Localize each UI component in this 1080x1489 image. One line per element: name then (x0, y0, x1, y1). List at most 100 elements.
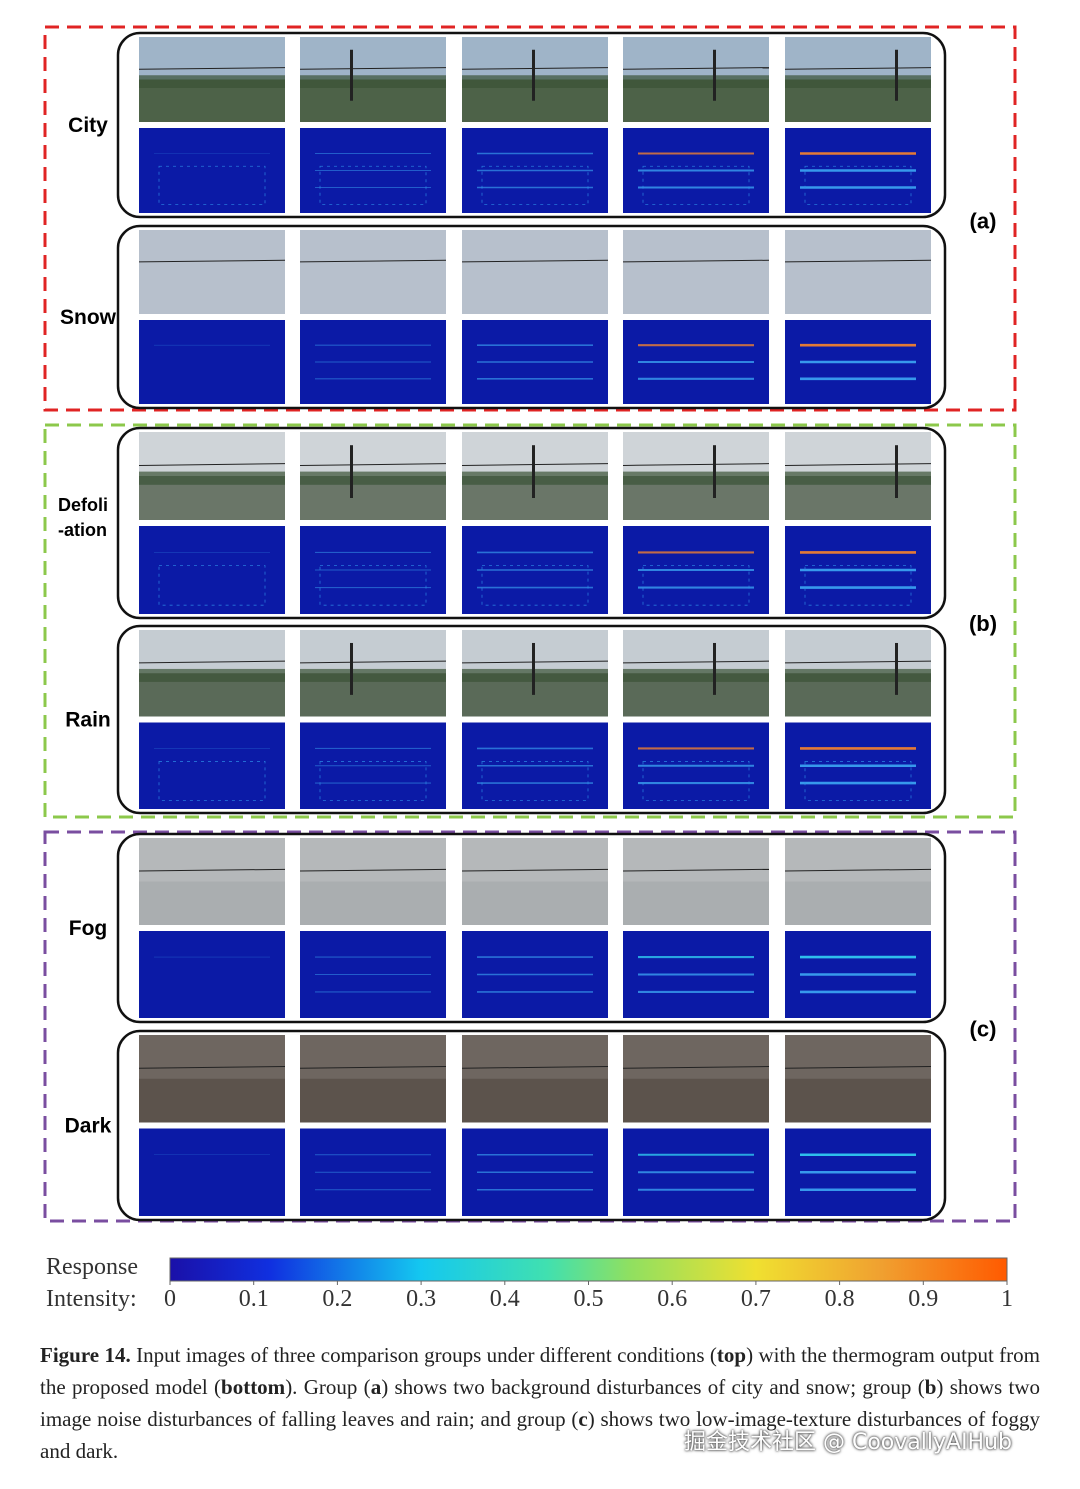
row-box (116, 426, 947, 620)
caption-text: ) with the thermogram output from the pr… (40, 1343, 1040, 1399)
row-box (116, 1029, 947, 1222)
thermogram-edges (319, 565, 427, 606)
colorbar-tick-label: 0.6 (657, 1286, 687, 1312)
caption-text: top (716, 1343, 747, 1367)
colorbar-tick-label: 0.7 (741, 1286, 771, 1312)
photo-wire (138, 67, 286, 70)
photo-ground (785, 272, 931, 314)
photo-pole (350, 642, 353, 695)
photo-wire (784, 259, 932, 263)
photo-trees (785, 75, 931, 88)
photo-wire (299, 463, 447, 466)
thermogram-edges (481, 761, 589, 801)
row-box (116, 224, 947, 410)
photo-trees (139, 668, 285, 682)
thermogram-edges (804, 761, 912, 801)
photo-ground (785, 881, 931, 925)
photo-wire (622, 660, 770, 664)
photo-trees (300, 75, 446, 88)
thermogram (139, 722, 285, 809)
photo-ground (623, 272, 769, 314)
thermogram-edges (642, 565, 750, 606)
thermogram-edges (158, 761, 266, 801)
photo-wire (784, 67, 932, 70)
caption-text: ) shows two low-image-texture disturbanc… (40, 1407, 1041, 1463)
thermogram (139, 526, 285, 614)
photo-ground (139, 881, 285, 925)
photo-ground (623, 881, 769, 925)
thermogram-edges (481, 165, 589, 205)
row-label: Fog (69, 917, 107, 940)
photo-wire (784, 463, 932, 466)
caption-text: Input images of three comparison groups … (130, 1343, 717, 1367)
photo-pole (895, 49, 898, 101)
thermogram-edges (319, 761, 427, 801)
photo-pole (532, 49, 535, 101)
photo-wire (622, 868, 770, 872)
group-label: (a) (970, 209, 997, 234)
row-label: City (68, 114, 108, 137)
thermogram-edges (158, 565, 266, 606)
colorbar-tick-label: 0.5 (574, 1286, 604, 1312)
caption-text: b (924, 1375, 937, 1399)
row-box (116, 31, 947, 219)
photo-trees (300, 668, 446, 682)
colorbar-tick-label: 0.8 (825, 1286, 855, 1312)
photo-ground (300, 272, 446, 314)
colorbar-tick-label: 0.3 (406, 1286, 436, 1312)
photo-trees (139, 75, 285, 88)
photo-ground (462, 272, 608, 314)
group-box (43, 25, 1017, 412)
photo-wire (784, 660, 932, 664)
photo-wire (138, 868, 286, 872)
photo-wire (138, 463, 286, 466)
caption-text: ). Group ( (285, 1375, 371, 1399)
photo-wire (299, 1066, 447, 1069)
colorbar-tick-label: 0.9 (908, 1286, 938, 1312)
row-label: Dark (65, 1115, 112, 1138)
group-box (43, 830, 1017, 1223)
row-label: Snow (60, 306, 117, 329)
thermogram-edges (804, 565, 912, 606)
photo-ground (300, 1078, 446, 1123)
photo-wire (784, 1066, 932, 1069)
photo-wire (299, 67, 447, 70)
photo-trees (139, 471, 285, 485)
photo-pole (713, 642, 716, 695)
caption-text: a (370, 1375, 382, 1399)
row-label: Defoli -ation (58, 495, 108, 540)
colorbar-tick-label: 0.2 (322, 1286, 352, 1312)
photo-wire (461, 259, 609, 263)
caption-text: bottom (221, 1375, 286, 1399)
photo-ground (785, 1078, 931, 1123)
photo-pole (713, 445, 716, 498)
caption-text: ) shows two background disturbances of c… (381, 1375, 925, 1399)
photo-wire (622, 67, 770, 70)
thermogram-edges (642, 761, 750, 801)
photo-pole (895, 642, 898, 695)
photo-trees (623, 668, 769, 682)
photo-pole (532, 445, 535, 498)
photo-wire (138, 259, 286, 263)
thermogram (139, 320, 285, 404)
figure: (a) City Snow (b) Defoli -ation Rain (c) Fog Dark… (43, 25, 1017, 1312)
colorbar-label: Intensity: (46, 1286, 137, 1312)
colorbar-tick-label: 0 (164, 1286, 176, 1312)
caption-text: c (578, 1407, 588, 1431)
photo-ground (623, 1078, 769, 1123)
photo-pole (350, 445, 353, 498)
thermogram-edges (319, 165, 427, 205)
thermogram (139, 128, 285, 213)
photo-wire (138, 660, 286, 664)
photo-wire (461, 1066, 609, 1069)
caption: Figure 14. Input images of three compari… (40, 1339, 1040, 1467)
caption-text: ) shows two image noise disturbances of … (40, 1375, 1040, 1431)
group-label: (c) (970, 1017, 997, 1042)
thermogram-edges (158, 165, 266, 205)
photo-wire (461, 868, 609, 872)
photo-wire (138, 1066, 286, 1069)
photo-pole (350, 49, 353, 101)
photo-trees (623, 471, 769, 485)
photo-trees (300, 471, 446, 485)
photo-wire (622, 463, 770, 466)
